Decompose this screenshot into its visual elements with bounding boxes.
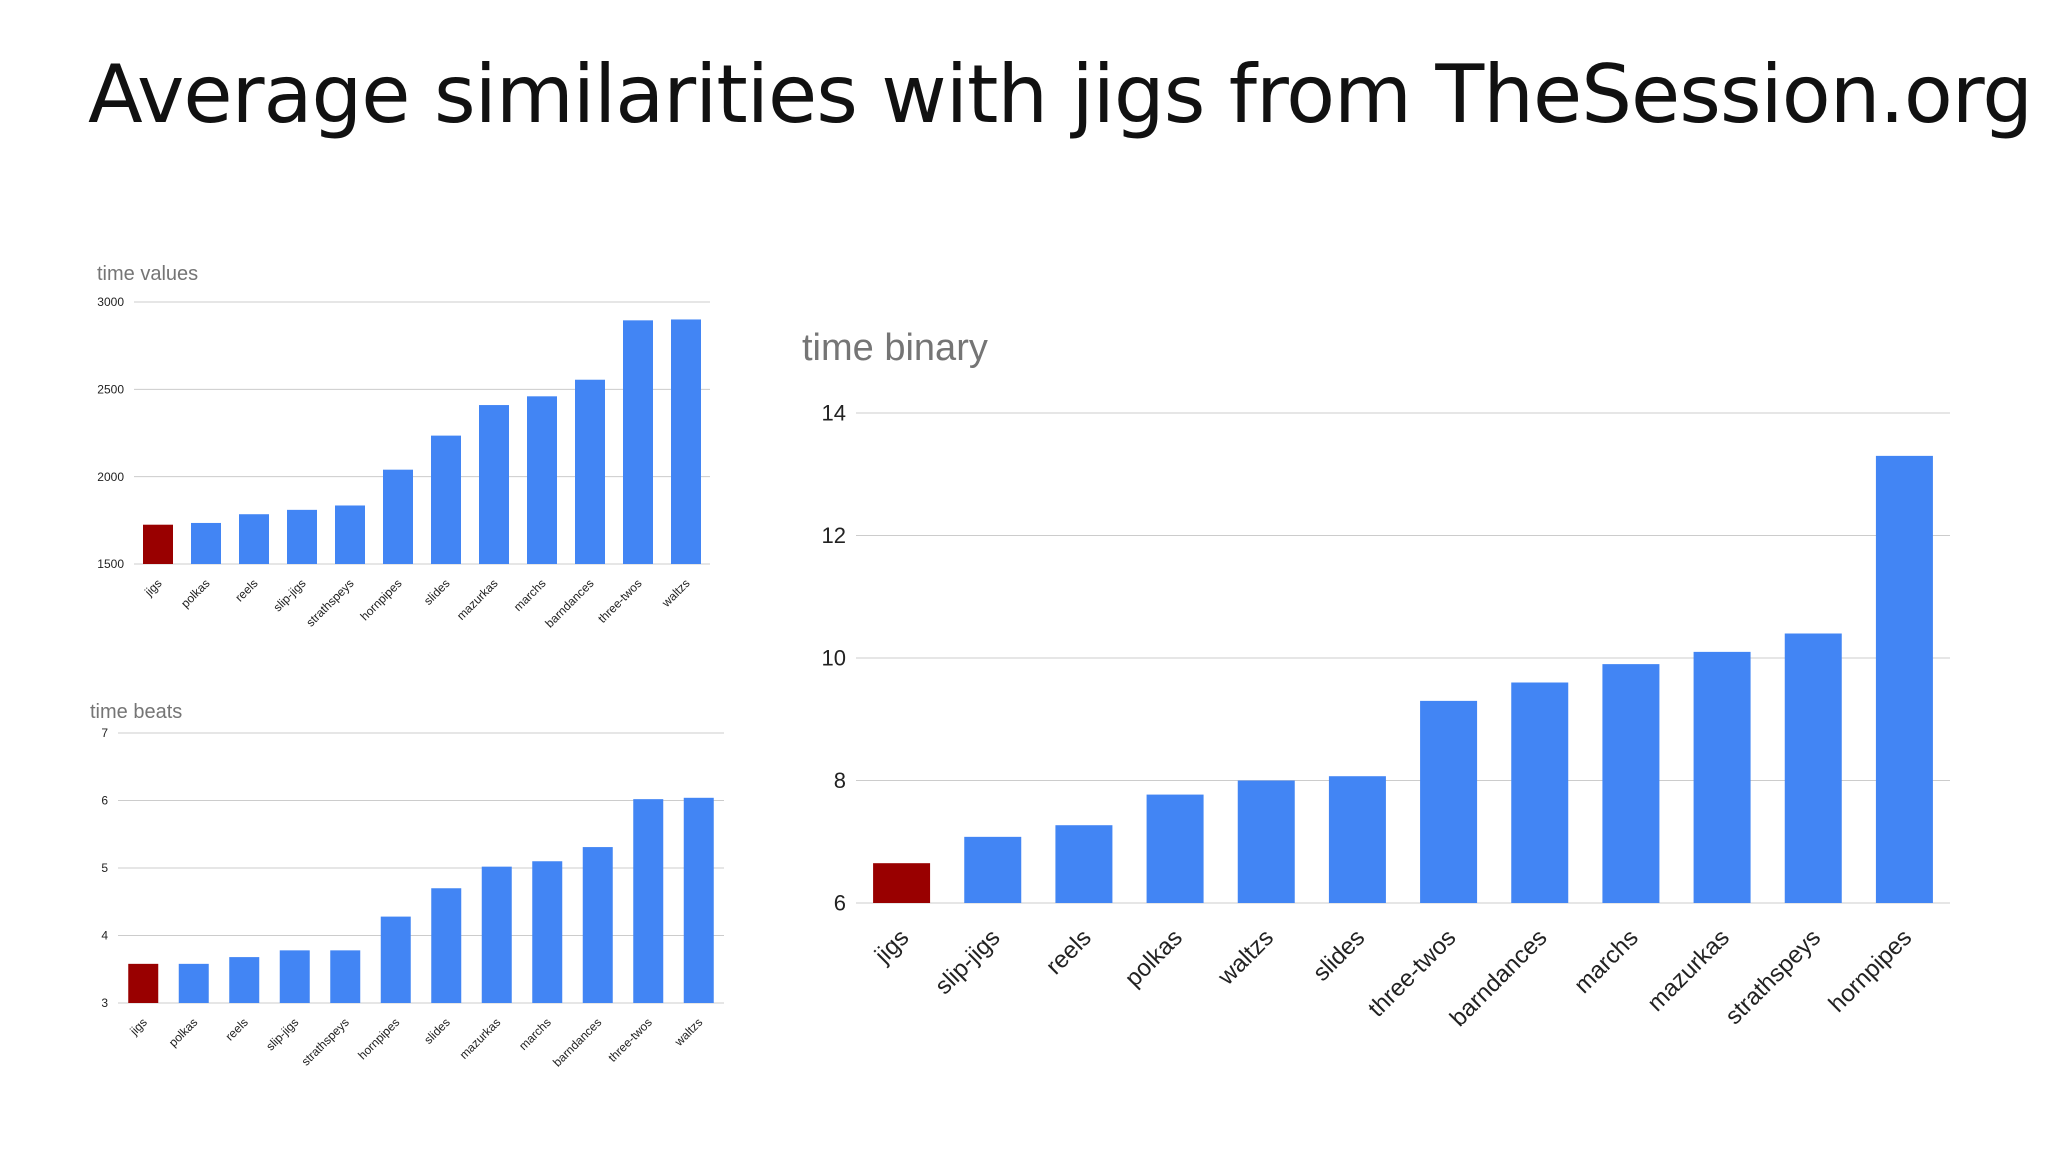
time-beats-chart: time beats 3 4 5 6 7 jigs polkas reels slip-jigs s… xyxy=(82,690,742,1090)
time-beats-x-tick-label: hornpipes xyxy=(355,1015,402,1062)
time-values-title: time values xyxy=(97,263,198,285)
time-binary-bar xyxy=(1784,633,1842,903)
time-beats-x-tick-label: polkas xyxy=(166,1015,200,1049)
time-beats-x-tick-label: slides xyxy=(421,1015,453,1047)
time-binary-y-tick-label: 10 xyxy=(822,646,846,671)
time-beats-x-tick-label: slip-jigs xyxy=(263,1015,301,1053)
time-values-bar xyxy=(575,379,605,564)
time-values-bar xyxy=(479,405,509,564)
time-binary-bar xyxy=(1328,776,1386,903)
time-values-x-tick-label: marchs xyxy=(511,576,549,614)
time-binary-x-tick-label: waltzs xyxy=(1212,924,1279,991)
time-binary-bar xyxy=(873,863,931,903)
time-binary-x-tick-label: barndances xyxy=(1445,924,1553,1032)
time-beats-bar xyxy=(582,847,613,1003)
time-values-y-tick-label: 1500 xyxy=(97,557,124,571)
time-values-x-tick-label: waltzs xyxy=(658,576,692,610)
time-beats-y-tick-label: 3 xyxy=(101,996,108,1010)
time-values-bar xyxy=(383,469,413,564)
time-values-chart: time values 1500 2000 2500 3000 jigs polkas ree… xyxy=(88,252,738,652)
time-binary-x-tick-label: reels xyxy=(1041,924,1097,980)
time-values-bar xyxy=(335,505,365,564)
time-binary-bar xyxy=(1055,825,1113,903)
time-binary-x-tick-label: slides xyxy=(1308,924,1370,986)
time-beats-y-tick-label: 7 xyxy=(101,726,108,740)
time-beats-y-tick-label: 6 xyxy=(101,794,108,808)
time-binary-x-tick-label: strathspeys xyxy=(1720,924,1826,1030)
time-beats-x-tick-label: jigs xyxy=(127,1015,150,1038)
time-values-x-tick-label: polkas xyxy=(178,576,212,610)
time-binary-chart: time binary 6 8 10 12 14 jigs slip-jigs reels pol… xyxy=(790,320,1990,1040)
time-values-y-tick-label: 2000 xyxy=(97,470,124,484)
time-values-bar xyxy=(671,319,701,564)
time-beats-x-tick-label: marchs xyxy=(516,1015,554,1053)
time-values-x-tick-label: jigs xyxy=(141,576,164,599)
time-values-x-tick-label: hornpipes xyxy=(357,576,404,623)
time-values-x-tick-label: strathspeys xyxy=(303,576,356,629)
time-values-x-tick-label: slip-jigs xyxy=(270,576,308,614)
time-binary-y-tick-label: 12 xyxy=(822,523,846,548)
time-values-x-tick-label: reels xyxy=(232,576,260,604)
time-beats-bar xyxy=(178,963,209,1003)
time-beats-y-tick-label: 4 xyxy=(101,929,108,943)
time-beats-x-tick-label: waltzs xyxy=(671,1015,705,1049)
time-binary-x-tick-label: slip-jigs xyxy=(930,924,1006,1000)
time-binary-title: time binary xyxy=(802,327,988,369)
time-values-x-tick-label: barndances xyxy=(542,576,596,630)
time-binary-chart-svg: time binary 6 8 10 12 14 jigs slip-jigs reels pol… xyxy=(802,327,1950,1032)
time-binary-bar xyxy=(1237,780,1295,903)
time-values-y-tick-label: 3000 xyxy=(97,295,124,309)
time-beats-x-tick-label: strathspeys xyxy=(299,1015,352,1068)
time-beats-bar xyxy=(128,963,159,1003)
time-values-bar xyxy=(623,320,653,564)
time-values-bar xyxy=(143,524,173,564)
time-binary-x-tick-label: polkas xyxy=(1120,924,1188,992)
time-beats-bar xyxy=(229,957,260,1003)
time-values-x-tick-label: mazurkas xyxy=(454,576,501,623)
time-values-chart-svg: time values 1500 2000 2500 3000 jigs polkas ree… xyxy=(97,263,710,630)
time-binary-bar xyxy=(1602,664,1660,903)
time-binary-x-tick-label: mazurkas xyxy=(1642,924,1735,1017)
time-values-bar xyxy=(287,509,317,564)
time-values-bar xyxy=(239,514,269,564)
time-beats-bar xyxy=(532,861,563,1003)
time-beats-x-tick-label: three-twos xyxy=(605,1015,655,1065)
time-beats-x-tick-label: barndances xyxy=(550,1015,604,1069)
time-beats-bar xyxy=(431,888,462,1003)
time-values-y-tick-label: 2500 xyxy=(97,383,124,397)
time-beats-bar xyxy=(330,950,361,1003)
time-values-bar xyxy=(527,396,557,564)
time-beats-bar xyxy=(279,950,310,1003)
time-binary-bar xyxy=(964,836,1022,903)
time-binary-y-tick-label: 14 xyxy=(822,401,846,426)
time-beats-bar xyxy=(683,797,714,1003)
time-binary-bar xyxy=(1511,682,1569,903)
slide-title: Average similarities with jigs from TheS… xyxy=(88,48,2033,141)
time-binary-bar xyxy=(1875,455,1933,903)
time-binary-bar xyxy=(1693,651,1751,903)
time-beats-x-tick-label: reels xyxy=(223,1015,251,1043)
time-beats-bar xyxy=(633,799,664,1003)
time-beats-bar xyxy=(380,916,411,1003)
time-binary-x-tick-label: jigs xyxy=(869,924,914,969)
time-beats-title: time beats xyxy=(90,701,182,723)
time-values-x-tick-label: slides xyxy=(421,576,453,608)
time-binary-bar xyxy=(1420,700,1478,903)
time-beats-x-tick-label: mazurkas xyxy=(457,1015,504,1062)
time-binary-bar xyxy=(1146,794,1204,903)
time-values-x-tick-label: three-twos xyxy=(595,576,645,626)
time-binary-y-tick-label: 6 xyxy=(834,891,846,916)
time-beats-y-tick-label: 5 xyxy=(101,861,108,875)
time-binary-x-tick-label: marchs xyxy=(1569,924,1644,999)
time-binary-y-tick-label: 8 xyxy=(834,768,846,793)
time-values-bar xyxy=(431,435,461,564)
time-values-bar xyxy=(191,522,221,564)
time-binary-x-tick-label: three-twos xyxy=(1363,924,1461,1022)
time-binary-x-tick-label: hornpipes xyxy=(1824,924,1918,1018)
time-beats-bar xyxy=(481,866,512,1003)
